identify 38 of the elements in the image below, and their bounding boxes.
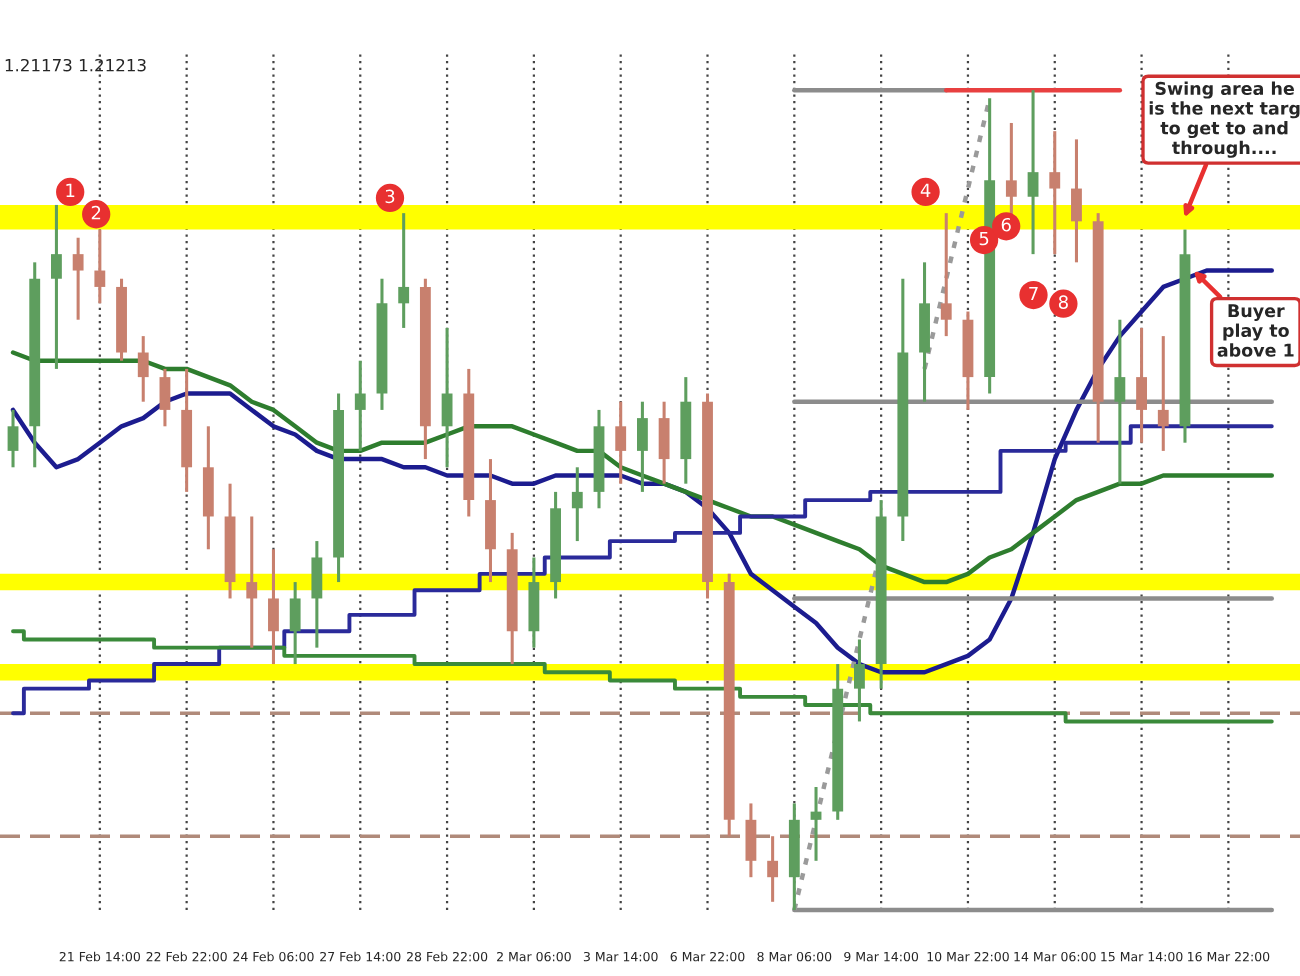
annotation: 1 — [66, 183, 75, 197]
annotation: 2 — [91, 205, 101, 220]
candlestick — [246, 514, 258, 650]
candlestick — [268, 547, 279, 666]
candlestick — [51, 203, 62, 371]
candlestick — [854, 637, 865, 723]
candlestick — [745, 801, 757, 879]
candlestick — [1027, 88, 1039, 256]
candlestick — [1157, 334, 1169, 453]
candlestick — [354, 359, 366, 453]
text: 1.21173 1.21213 — [5, 58, 146, 72]
candlestick — [1136, 326, 1147, 445]
candlestick — [940, 211, 952, 338]
candlestick — [72, 236, 84, 322]
candlestick — [1071, 137, 1082, 264]
annotation: 8 — [1058, 295, 1068, 309]
candlestick — [159, 367, 171, 428]
candlestick — [311, 539, 323, 650]
candlestick — [615, 400, 627, 486]
candlestick — [1114, 318, 1126, 486]
candlestick — [398, 211, 410, 330]
annotation: Buyer play to above 1 — [1217, 304, 1294, 357]
candlestick — [658, 400, 670, 486]
annotation: 5 — [979, 231, 989, 246]
candlestick — [94, 228, 106, 305]
annotation: 3 — [385, 189, 395, 204]
candlestick — [137, 334, 149, 404]
candlestick — [767, 834, 779, 904]
candlestick — [571, 465, 583, 543]
candlestick — [810, 785, 822, 863]
annotation: Swing area he is the next targ to get to and through.... — [1149, 81, 1300, 158]
candlestick — [289, 580, 301, 666]
candlestick — [636, 400, 648, 494]
candlestick — [7, 408, 19, 469]
annotation: 4 — [920, 183, 931, 197]
candlestick — [1049, 129, 1061, 256]
annotation: 7 — [1029, 286, 1038, 301]
annotation: 6 — [1001, 217, 1011, 232]
